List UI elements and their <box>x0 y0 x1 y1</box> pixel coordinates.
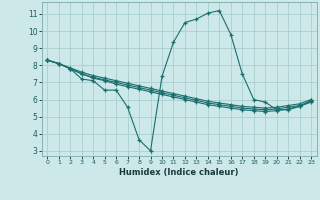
X-axis label: Humidex (Indice chaleur): Humidex (Indice chaleur) <box>119 168 239 177</box>
